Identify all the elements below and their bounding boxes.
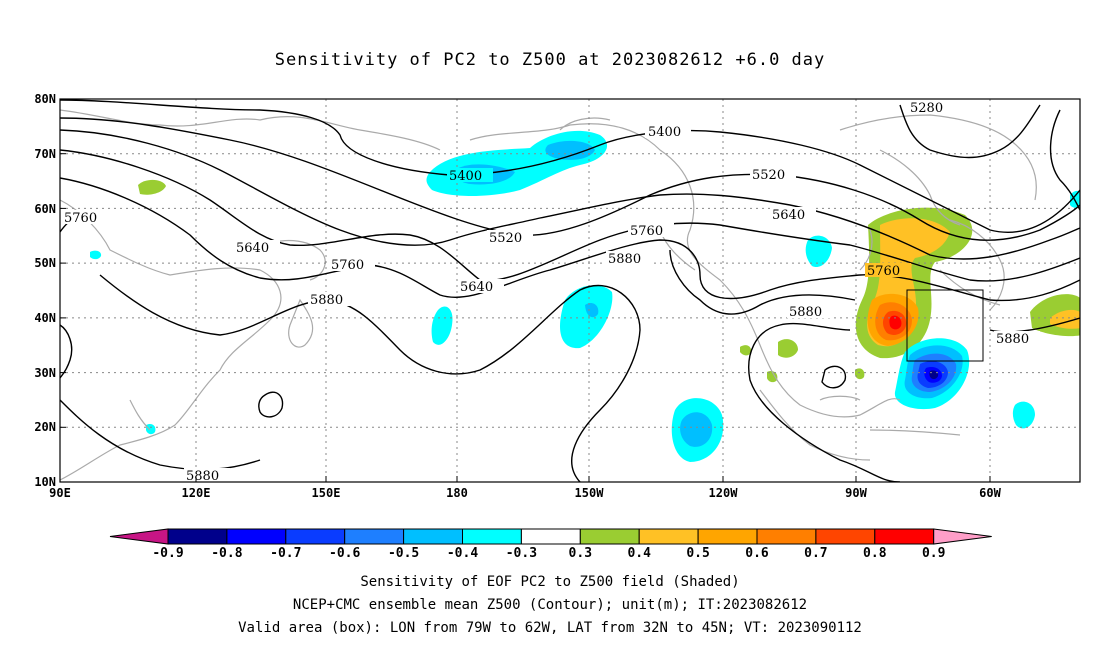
contour-label: 5520: [489, 231, 522, 246]
longitude-labels: 90E 120E 150E 180 150W 120W 90W 60W: [49, 486, 1001, 500]
map-plot-area: [60, 99, 1080, 482]
colorbar-swatch: [815, 528, 876, 545]
contour-5400: [60, 99, 1080, 233]
colorbar-min-arrow: [109, 528, 169, 545]
lat-label: 20N: [34, 420, 56, 434]
gridlines: [60, 99, 1080, 482]
contour-label: 5520: [752, 168, 785, 183]
lat-label: 80N: [34, 92, 56, 106]
colorbar-swatch: [697, 528, 758, 545]
lat-label: 70N: [34, 147, 56, 161]
lon-label: 120E: [182, 486, 211, 500]
contour-label: 5760: [64, 211, 97, 226]
colorbar-label: 0.3: [569, 546, 592, 561]
colorbar-swatch: [226, 528, 287, 545]
contour-label: 5880: [996, 332, 1029, 347]
colorbar-label: -0.8: [211, 546, 242, 561]
contour-5640: [60, 149, 1080, 282]
colorbar-label: 0.9: [922, 546, 945, 561]
contour-label: 5880: [789, 305, 822, 320]
contour-5280: [899, 104, 1041, 159]
lat-label: 60N: [34, 202, 56, 216]
lon-label: 150E: [312, 486, 341, 500]
colorbar-label: 0.8: [863, 546, 887, 561]
map-frame: [59, 98, 1081, 483]
contour-label: 5880: [310, 293, 343, 308]
colorbar-label: -0.7: [270, 546, 301, 561]
contour-label: 5640: [236, 241, 269, 256]
colorbar-label: 0.5: [686, 546, 709, 561]
colorbar-label: -0.9: [152, 546, 183, 561]
contour-label: 5760: [331, 258, 364, 273]
contour-label: 5760: [867, 264, 900, 279]
lat-label: 50N: [34, 256, 56, 270]
colorbar-swatch: [579, 528, 640, 545]
lat-label: 10N: [34, 475, 56, 489]
contour-label: 5640: [460, 280, 493, 295]
lon-label: 90E: [49, 486, 71, 500]
colorbar-label: -0.6: [329, 546, 360, 561]
contour-label: 5880: [186, 469, 219, 484]
caption-line-3: Valid area (box): LON from 79W to 62W, L…: [238, 620, 862, 636]
contour-label: 5280: [910, 101, 943, 116]
latitude-labels: 80N 70N 60N 50N 40N 30N 20N 10N: [34, 92, 56, 489]
colorbar-label: 0.4: [627, 546, 651, 561]
lon-label: 180: [446, 486, 468, 500]
lat-label: 40N: [34, 311, 56, 325]
caption-line-2: NCEP+CMC ensemble mean Z500 (Contour); u…: [292, 597, 808, 613]
colorbar-max-arrow: [933, 528, 992, 545]
valid-area-box: [906, 289, 984, 362]
lon-label: 120W: [709, 486, 739, 500]
contour-5880: [99, 274, 641, 482]
contour-labels: 5280 5400 5400 5520 5520 5640 5640 5640 …: [62, 100, 1040, 484]
colorbar-swatch: [167, 528, 228, 545]
chart-title: Sensitivity of PC2 to Z500 at 2023082612…: [274, 50, 826, 70]
z500-contours: [60, 99, 1080, 482]
lat-label: 30N: [34, 366, 56, 380]
colorbar-swatch: [344, 528, 405, 545]
contour-label: 5760: [630, 224, 663, 239]
colorbar-label: -0.4: [447, 546, 478, 561]
lon-label: 90W: [845, 486, 867, 500]
colorbar-label: 0.7: [804, 546, 827, 561]
contour-label: 5880: [608, 252, 641, 267]
lon-label: 150W: [575, 486, 605, 500]
colorbar-swatch: [462, 528, 522, 545]
colorbar-swatch: [638, 528, 699, 545]
colorbar-swatch: [520, 528, 581, 545]
contour-label: 5400: [449, 169, 482, 184]
colorbar-swatch: [403, 528, 464, 545]
lon-label: 60W: [979, 486, 1001, 500]
caption-line-1: Sensitivity of EOF PC2 to Z500 field (Sh…: [360, 574, 740, 590]
colorbar: -0.9 -0.8 -0.7 -0.6 -0.5 -0.4 -0.3 0.3 0.4 0.5 0.6…: [109, 528, 992, 561]
colorbar-swatch: [874, 528, 935, 545]
contour-5520: [60, 117, 1080, 241]
axis-ticks: [60, 98, 991, 483]
colorbar-label: -0.5: [388, 546, 419, 561]
colorbar-label: 0.6: [745, 546, 769, 561]
colorbar-swatch: [285, 528, 346, 545]
colorbar-swatch: [756, 528, 817, 545]
contour-label: 5640: [772, 208, 805, 223]
contour-label: 5400: [648, 125, 681, 140]
colorbar-label: -0.3: [506, 546, 537, 561]
